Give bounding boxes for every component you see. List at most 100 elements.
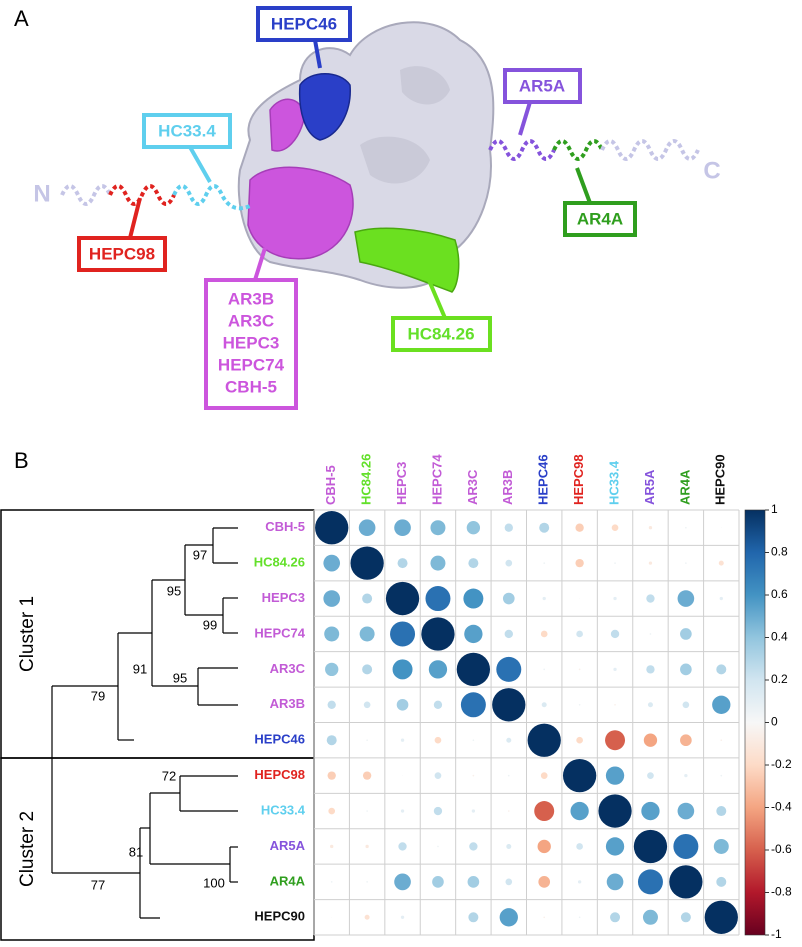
colorbar-tick-label: -0.8 (771, 885, 792, 899)
corr-circle (677, 802, 695, 820)
corr-circle (606, 873, 624, 891)
corr-circle (464, 624, 483, 644)
bootstrap-value: 77 (91, 877, 105, 892)
corr-circle (542, 596, 546, 601)
colorbar-tick-label: -0.6 (771, 842, 792, 856)
bootstrap-value: 95 (173, 670, 187, 685)
row-label: AR3C (270, 661, 306, 676)
corr-circle (472, 774, 475, 777)
bootstrap-value: 97 (193, 547, 207, 562)
colorbar-tick-label: 0.2 (771, 672, 788, 686)
corr-circle (720, 527, 722, 529)
corr-circle (642, 909, 658, 925)
corr-circle (502, 592, 515, 605)
corr-circle (719, 596, 723, 601)
corr-circle (325, 662, 339, 677)
corr-circle (425, 586, 451, 612)
corr-circle (578, 916, 581, 919)
corr-circle (716, 664, 727, 675)
corr-circle (492, 688, 526, 722)
bootstrap-value: 99 (203, 617, 217, 632)
corr-circle (330, 844, 334, 849)
colorbar-tick-label: 1 (771, 502, 778, 516)
corr-circle (365, 844, 369, 849)
corr-circle (575, 558, 584, 568)
corr-circle (579, 598, 580, 599)
corr-circle (648, 561, 653, 565)
corr-circle (680, 734, 692, 747)
corr-circle (327, 700, 336, 709)
epitope-label: HC33.4 (158, 121, 216, 140)
corr-circle (398, 842, 407, 851)
colorbar-tick-label: 0.6 (771, 587, 788, 601)
column-label: AR3C (465, 469, 480, 505)
corr-circle (575, 523, 584, 532)
corr-circle (471, 809, 476, 813)
corr-circle (432, 876, 444, 888)
corr-circle (527, 723, 561, 757)
corr-circle (506, 737, 512, 743)
corr-circle (720, 774, 723, 777)
corr-circle (323, 590, 341, 607)
corr-circle (506, 843, 512, 849)
corr-circle (385, 581, 420, 616)
corr-circle (460, 692, 486, 718)
corr-circle (362, 771, 372, 780)
column-label: HEPC74 (429, 454, 444, 505)
column-label: HEPC90 (713, 454, 728, 505)
colorbar-tick-label: -1 (771, 927, 782, 941)
column-label: HEPC46 (536, 454, 551, 505)
panel-label: A (14, 6, 29, 31)
corr-circle (716, 876, 727, 887)
corr-circle (433, 806, 443, 816)
corr-circle (366, 881, 368, 883)
row-label: CBH-5 (265, 519, 305, 534)
dendrogram (51, 527, 238, 919)
epitope-label: AR5A (519, 76, 565, 95)
corr-circle (648, 526, 653, 530)
corr-circle (685, 562, 687, 564)
corr-circle (323, 554, 341, 572)
cluster-label: Cluster 2 (17, 811, 38, 887)
corr-circle (613, 596, 617, 601)
corr-circle (505, 559, 513, 567)
corr-circle (463, 588, 484, 609)
corr-circle (537, 839, 551, 854)
corr-circle (534, 801, 555, 822)
corr-circle (716, 806, 727, 817)
epitope-label: CBH-5 (225, 377, 277, 396)
corr-circle (605, 730, 626, 751)
corr-circle (394, 873, 411, 891)
column-label: HC84.26 (359, 454, 374, 505)
corr-circle (576, 630, 583, 638)
corr-circle (684, 773, 688, 778)
corr-circle (610, 912, 621, 923)
bootstrap-value: 72 (162, 768, 176, 783)
corr-circle (421, 617, 455, 651)
corr-circle (468, 558, 479, 569)
corr-circle (400, 809, 405, 813)
bootstrap-value: 95 (167, 583, 181, 598)
corr-circle (646, 594, 655, 603)
corr-circle (328, 807, 336, 815)
corr-circle (682, 701, 690, 709)
colorbar-tick-label: 0 (771, 715, 778, 729)
bootstrap-value: 100 (203, 875, 225, 890)
corr-circle (504, 629, 513, 639)
corr-circle (611, 524, 619, 532)
corr-circle (576, 843, 583, 850)
epitope-label: AR4A (577, 209, 623, 228)
column-label: AR4A (677, 469, 692, 505)
row-label: HEPC3 (262, 590, 305, 605)
corr-circle (366, 739, 368, 742)
corr-circle (680, 628, 692, 640)
corr-circle (430, 555, 446, 571)
corr-circle (433, 700, 443, 709)
corr-circle (359, 626, 375, 642)
row-label: HEPC90 (254, 909, 305, 924)
corr-circle (543, 916, 546, 919)
row-label: AR4A (270, 873, 306, 888)
epitope-label: HEPC46 (271, 14, 337, 33)
corr-circle (704, 900, 738, 934)
